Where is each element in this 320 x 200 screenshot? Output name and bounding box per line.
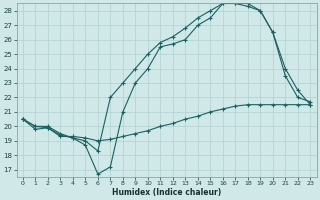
X-axis label: Humidex (Indice chaleur): Humidex (Indice chaleur) [112, 188, 221, 197]
